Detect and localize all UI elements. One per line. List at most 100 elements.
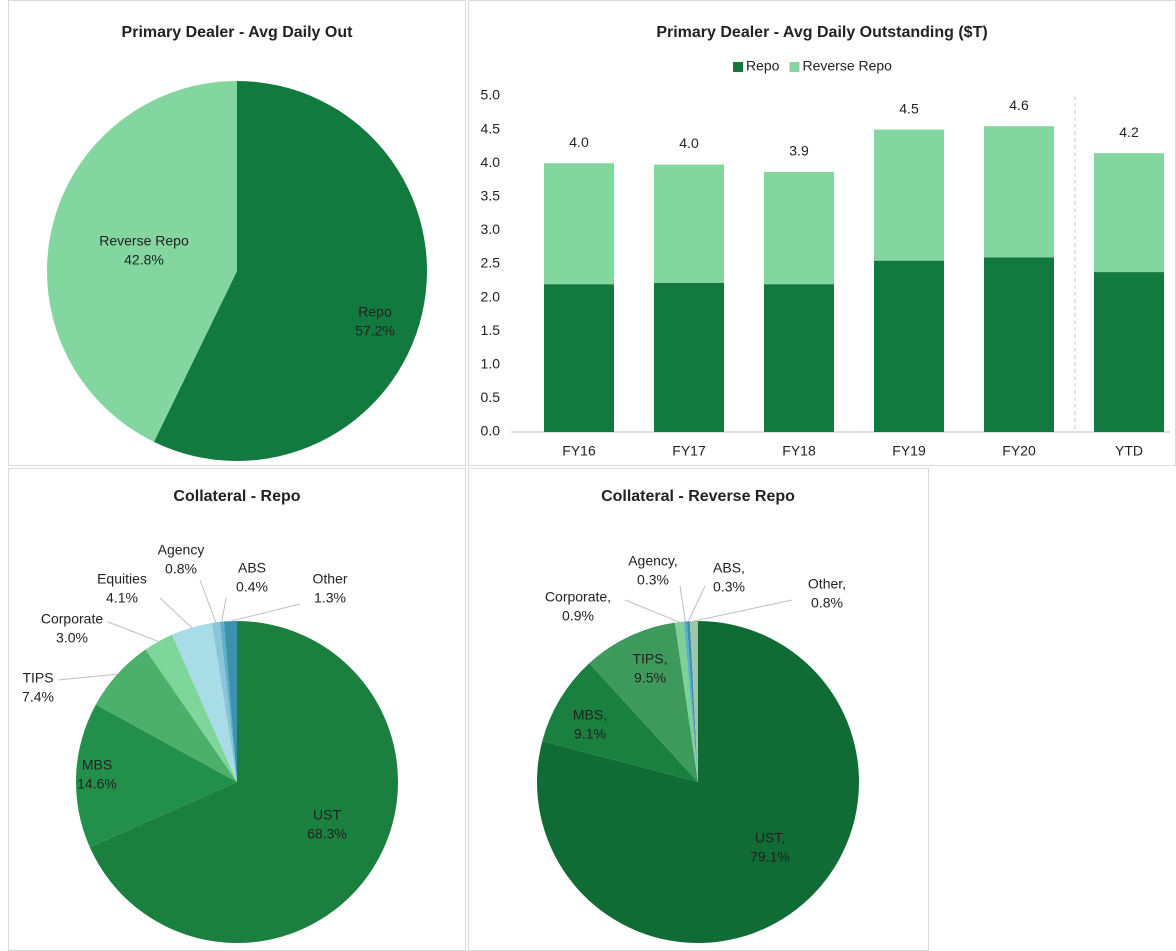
chart-title: Collateral - Repo (173, 488, 300, 505)
total-label: 4.0 (569, 134, 589, 150)
pie-slice (223, 621, 237, 782)
bar-segment (544, 163, 614, 285)
bar-segment (1094, 153, 1164, 273)
bar-segment (874, 129, 944, 261)
slice-value: 68.3% (307, 826, 347, 842)
leader-line (624, 599, 680, 623)
leader-line (679, 585, 686, 622)
slice-label: MBS (82, 757, 112, 773)
chart-title: Collateral - Reverse Repo (601, 488, 795, 505)
slice-value: 1.3% (314, 590, 346, 606)
slice-label: MBS, (573, 707, 607, 723)
slice-label: UST, (755, 830, 785, 846)
pie-slice (76, 704, 238, 848)
bar-segment (764, 284, 834, 432)
slice-value: 0.3% (713, 579, 745, 595)
slice-label: Other, (808, 576, 846, 592)
y-tick-label: 3.0 (481, 221, 501, 237)
pie-slice (47, 81, 237, 442)
slice-label: Agency (158, 542, 205, 558)
x-tick-label: FY17 (672, 443, 706, 459)
pie-slice (89, 621, 398, 944)
slice-value: 7.4% (22, 689, 54, 705)
leader-line (230, 603, 301, 622)
slice-label: TIPS, (632, 651, 667, 667)
pie-slice (95, 649, 237, 782)
slice-label: UST (313, 807, 341, 823)
bar-segment (984, 257, 1054, 432)
slice-value: 0.8% (165, 561, 197, 577)
slice-value: 0.8% (811, 595, 843, 611)
x-tick-label: FY19 (892, 443, 926, 459)
total-label: 4.0 (679, 135, 699, 151)
leader-line (221, 597, 227, 622)
legend-swatch (733, 62, 743, 72)
bar-segment (654, 164, 724, 283)
pie-slice (683, 621, 698, 782)
y-tick-label: 3.5 (481, 188, 501, 204)
total-label: 3.9 (789, 143, 809, 159)
chart-title: Primary Dealer - Avg Daily Outstanding (… (656, 24, 987, 41)
slice-value: 3.0% (56, 630, 88, 646)
legend-label: Reverse Repo (802, 58, 892, 74)
slice-label: Equities (97, 571, 147, 587)
slice-value: 4.1% (106, 590, 138, 606)
y-tick-label: 1.0 (481, 356, 501, 372)
pie-slice (542, 663, 698, 782)
leader-line (687, 585, 706, 622)
total-label: 4.2 (1119, 124, 1139, 140)
pie-slice (219, 621, 237, 782)
x-tick-label: YTD (1115, 443, 1143, 459)
leader-line (159, 597, 192, 628)
pie-slice (686, 621, 698, 782)
slice-value: 57.2% (355, 323, 395, 339)
slice-value: 14.6% (77, 776, 117, 792)
slice-value: 0.3% (637, 572, 669, 588)
y-tick-label: 5.0 (481, 87, 501, 103)
slice-label: Reverse Repo (99, 233, 189, 249)
leader-line (57, 673, 118, 681)
leader-line (693, 599, 793, 622)
slice-label: Corporate (41, 611, 103, 627)
slice-value: 79.1% (750, 849, 790, 865)
total-label: 4.6 (1009, 97, 1029, 113)
y-tick-label: 2.5 (481, 255, 501, 271)
slice-label: ABS, (713, 560, 745, 576)
bar-segment (874, 260, 944, 432)
leader-line (107, 621, 159, 642)
bar-segment (764, 171, 834, 285)
leader-line (199, 579, 217, 623)
y-tick-label: 2.0 (481, 288, 501, 304)
slice-label: Corporate, (545, 589, 611, 605)
pie-slice (537, 621, 859, 943)
slice-label: ABS (238, 560, 266, 576)
y-tick-label: 0.0 (481, 423, 501, 439)
x-tick-label: FY20 (1002, 443, 1036, 459)
x-tick-label: FY16 (562, 443, 596, 459)
legend-label: Repo (746, 58, 780, 74)
legend-swatch (789, 62, 800, 72)
slice-value: 9.5% (634, 670, 666, 686)
pie-slice (145, 634, 237, 782)
slice-value: 0.9% (562, 608, 594, 624)
pie-slice (689, 621, 698, 782)
y-tick-label: 0.5 (481, 389, 501, 405)
bar-segment (1094, 272, 1164, 432)
slice-label: Agency, (628, 553, 678, 569)
bar-segment (984, 126, 1054, 258)
y-tick-label: 4.0 (481, 154, 501, 170)
y-tick-label: 4.5 (481, 120, 501, 136)
slice-value: 0.4% (236, 579, 268, 595)
pie-slice (153, 81, 428, 461)
slice-value: 42.8% (124, 252, 164, 268)
pie-slice (172, 622, 237, 782)
slice-label: TIPS (22, 670, 53, 686)
slice-label: Repo (358, 304, 392, 320)
pie-slice (674, 621, 698, 782)
chart-title: Primary Dealer - Avg Daily Out (122, 24, 354, 41)
bar-segment (544, 284, 614, 432)
slice-label: Other (312, 571, 347, 587)
panel (8, 0, 466, 466)
total-label: 4.5 (899, 100, 919, 116)
